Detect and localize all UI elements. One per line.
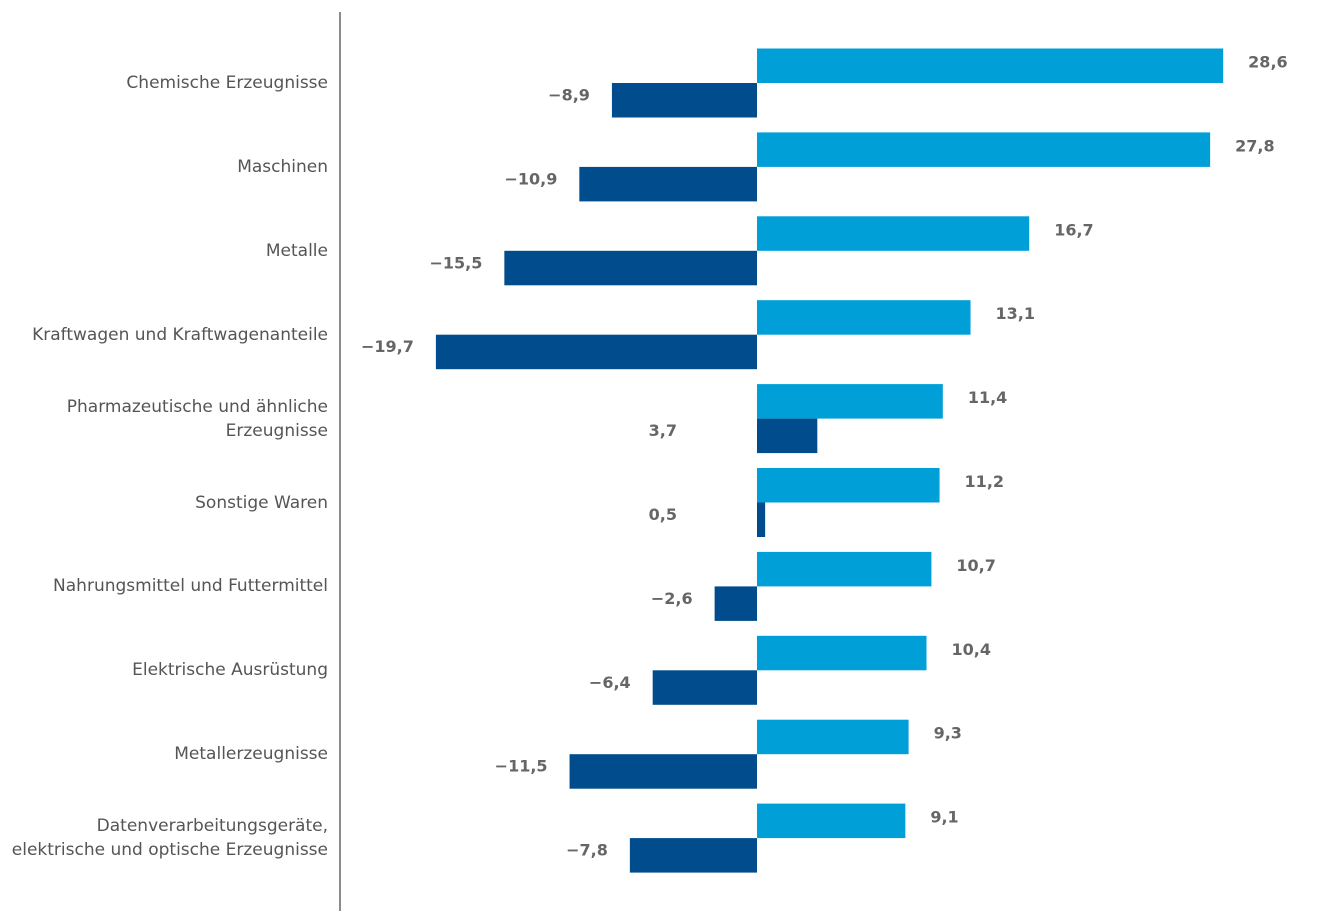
bar xyxy=(714,586,757,621)
bar xyxy=(757,384,943,419)
value-label: 28,6 xyxy=(1248,53,1287,72)
bar xyxy=(757,216,1030,251)
bar xyxy=(611,83,757,118)
value-label: 11,4 xyxy=(968,388,1007,407)
bar xyxy=(757,502,766,537)
category-label: Metallerzeugnisse xyxy=(174,744,328,765)
value-label: −19,7 xyxy=(361,337,414,356)
value-label: 27,8 xyxy=(1235,136,1274,155)
value-label: 13,1 xyxy=(996,304,1035,323)
value-label: 11,2 xyxy=(965,472,1004,491)
category-label: Sonstige Waren xyxy=(195,492,328,513)
category-label: Metalle xyxy=(265,240,328,261)
bar xyxy=(504,250,757,286)
bar xyxy=(652,670,757,705)
category-label: Maschinen xyxy=(237,156,328,177)
bar xyxy=(757,803,906,839)
category-label: Chemische Erzeugnisse xyxy=(126,73,328,93)
value-label: 9,1 xyxy=(930,808,958,827)
value-label: −7,8 xyxy=(566,841,608,860)
bar xyxy=(757,132,1211,167)
value-label: 10,4 xyxy=(952,640,991,659)
value-label: 3,7 xyxy=(649,421,677,440)
bar xyxy=(569,754,757,789)
value-label: 9,3 xyxy=(934,724,962,743)
value-label: −10,9 xyxy=(504,169,557,188)
value-label: −15,5 xyxy=(429,253,482,272)
value-label: −6,4 xyxy=(589,673,631,692)
category-label: Nahrungsmittel und Futtermittel xyxy=(53,576,328,597)
category-label: Kraftwagen und Kraftwagenanteile xyxy=(32,324,328,345)
category-label: Elektrische Ausrüstung xyxy=(132,660,328,681)
bar xyxy=(757,48,1224,83)
value-label: −8,9 xyxy=(548,86,590,105)
bar xyxy=(757,468,940,503)
category-label: Datenverarbeitungsgeräte, elektrische un… xyxy=(11,816,328,861)
bar xyxy=(757,418,818,454)
category-label: Pharmazeutische und ähnliche Erzeugnisse xyxy=(66,396,328,441)
bar xyxy=(757,300,971,335)
bar xyxy=(629,838,757,873)
value-label: 0,5 xyxy=(649,505,677,524)
value-label: 10,7 xyxy=(956,556,995,575)
bar xyxy=(579,166,757,202)
bar xyxy=(757,551,932,587)
bar xyxy=(435,334,757,370)
value-label: −11,5 xyxy=(495,757,548,776)
value-label: 16,7 xyxy=(1054,220,1093,239)
value-label: −2,6 xyxy=(651,589,693,608)
bar xyxy=(757,719,909,755)
bar xyxy=(757,635,927,671)
